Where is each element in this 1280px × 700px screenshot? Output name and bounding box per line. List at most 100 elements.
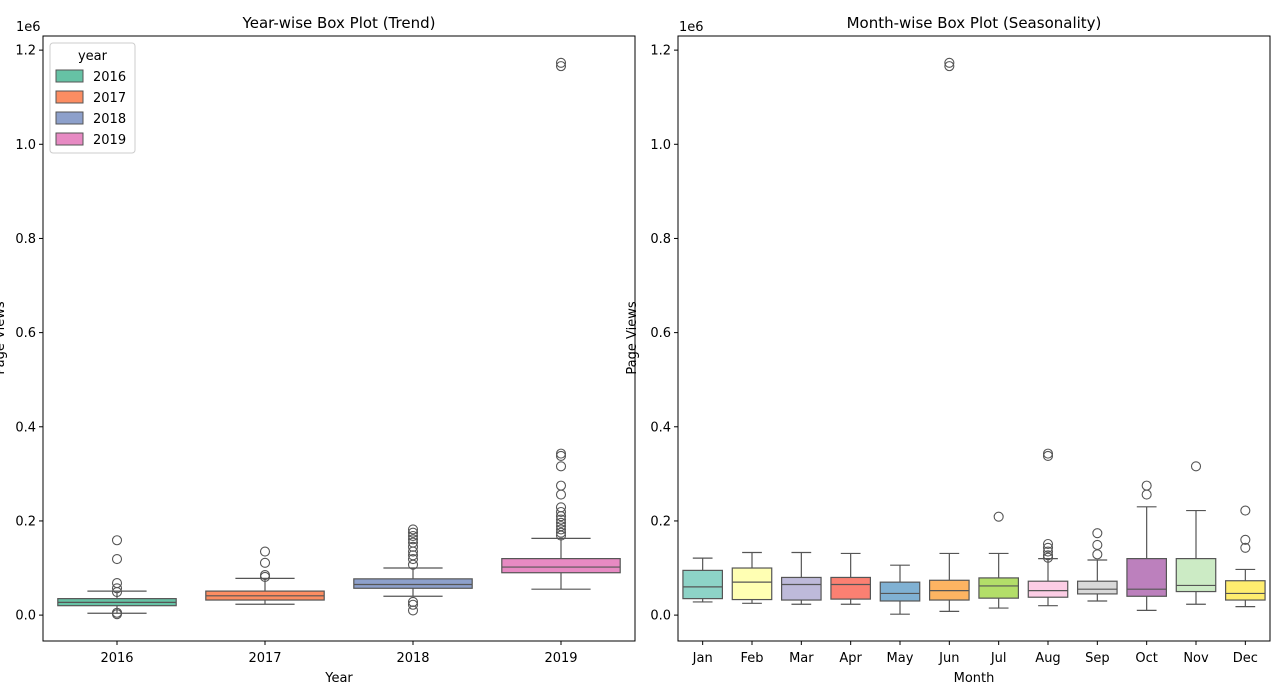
right-y-axis-label: Page Views [625, 301, 640, 374]
outlier-point [1042, 448, 1054, 459]
outlier-point [1141, 480, 1152, 491]
iqr-box [353, 578, 473, 589]
outlier-point [407, 599, 419, 610]
left-axes-frame [42, 35, 636, 642]
right-axes-frame [677, 35, 1271, 642]
right-box-Jul [978, 511, 1020, 609]
left-x-tick-label: 2018 [396, 651, 429, 666]
right-box-Feb [731, 551, 773, 604]
left-y-tick-label: 0.2 [15, 514, 36, 529]
iqr-box [1076, 580, 1118, 595]
right-x-tick-label: Feb [740, 651, 763, 666]
outlier-point [111, 535, 123, 546]
outlier-point [555, 530, 567, 541]
outlier-point [259, 557, 271, 568]
iqr-box [780, 576, 822, 601]
left-x-tick-label: 2016 [100, 651, 133, 666]
right-y-tick-label: 0.4 [650, 420, 671, 435]
right-x-tick-label: Apr [839, 651, 862, 666]
outlier-point [555, 511, 567, 522]
left-y-tick-label: 0.6 [15, 326, 36, 341]
outlier-point [1092, 549, 1103, 560]
left-y-tick-label: 0.4 [15, 420, 36, 435]
outlier-point [555, 506, 567, 518]
outlier-point [555, 461, 567, 472]
left-box-2016 [57, 535, 177, 620]
outlier-point [1141, 489, 1152, 500]
left-chart-title: Year-wise Box Plot (Trend) [242, 14, 436, 32]
outlier-point [407, 546, 419, 557]
iqr-box [1175, 558, 1217, 593]
iqr-box [978, 577, 1020, 599]
iqr-box [1224, 580, 1266, 601]
outlier-point [259, 546, 271, 557]
right-x-tick-label: Sep [1085, 651, 1110, 666]
outlier-point [944, 61, 955, 72]
right-box-Jun [928, 57, 970, 612]
iqr-box [682, 569, 724, 600]
left-y-axis-label: Page Views [0, 301, 8, 374]
outlier-point [407, 527, 419, 538]
legend-title: year [78, 49, 108, 64]
right-x-tick-label: Jun [938, 651, 959, 666]
right-x-tick-label: May [887, 651, 914, 666]
right-y-tick-label: 1.2 [650, 44, 671, 59]
right-x-tick-label: Oct [1135, 651, 1157, 666]
outlier-point [944, 57, 955, 68]
left-box-2019 [501, 57, 621, 590]
outlier-point [993, 511, 1004, 522]
right-plot-area: 0.0 0.2 0.4 0.6 0.8 1.0 1.2 Jan Feb Mar Apr May Jun J… [650, 35, 1271, 666]
legend-label: 2018 [93, 112, 126, 127]
left-x-axis-label: Year [324, 671, 353, 686]
outlier-point [555, 57, 567, 68]
right-x-tick-label: Aug [1035, 651, 1060, 666]
right-y-tick-label: 0.2 [650, 514, 671, 529]
outlier-point [1042, 538, 1054, 550]
outlier-point [1092, 539, 1103, 551]
outlier-point [407, 524, 419, 535]
outlier-point [555, 480, 567, 491]
legend-swatch [55, 90, 84, 104]
right-box-Nov [1175, 461, 1217, 605]
iqr-box [1126, 558, 1168, 597]
right-box-Jan [682, 557, 724, 603]
outlier-point [1042, 550, 1054, 561]
outlier-point [1240, 534, 1251, 545]
outlier-point [1042, 552, 1054, 563]
left-y-tick-label: 1.2 [15, 44, 36, 59]
left-y-tick-label: 0.8 [15, 232, 36, 247]
legend-swatch [55, 132, 84, 146]
outlier-point [111, 578, 123, 589]
outlier-point [555, 514, 567, 525]
right-box-Oct [1126, 480, 1168, 611]
outlier-point [1042, 542, 1054, 553]
outlier-point [1092, 528, 1103, 539]
left-x-tick-label: 2019 [544, 651, 577, 666]
legend-label: 2017 [93, 91, 126, 106]
outlier-point [111, 554, 123, 565]
outlier-point [407, 530, 419, 542]
legend-label: 2016 [93, 70, 126, 85]
legend-swatch [55, 111, 84, 125]
right-box-May [879, 564, 921, 615]
right-y-multiplier: 1e6 [679, 20, 704, 35]
legend-swatch [55, 69, 84, 83]
outlier-point [407, 559, 419, 570]
outlier-point [111, 583, 123, 594]
right-box-Apr [830, 552, 872, 605]
right-box-Mar [780, 551, 822, 605]
right-y-tick-label: 0.6 [650, 326, 671, 341]
outlier-point [111, 609, 123, 620]
legend-label: 2019 [93, 133, 126, 148]
left-box-2018 [353, 524, 473, 616]
outlier-point [555, 489, 567, 500]
left-y-multiplier: 1e6 [16, 20, 41, 35]
right-chart-title: Month-wise Box Plot (Seasonality) [847, 14, 1102, 32]
left-box-2017 [205, 546, 325, 605]
right-box-Sep [1076, 528, 1118, 602]
outlier-point [111, 586, 123, 598]
left-legend: year 2016 2017 2018 2019 [49, 42, 136, 154]
right-x-tick-label: Mar [789, 651, 814, 666]
